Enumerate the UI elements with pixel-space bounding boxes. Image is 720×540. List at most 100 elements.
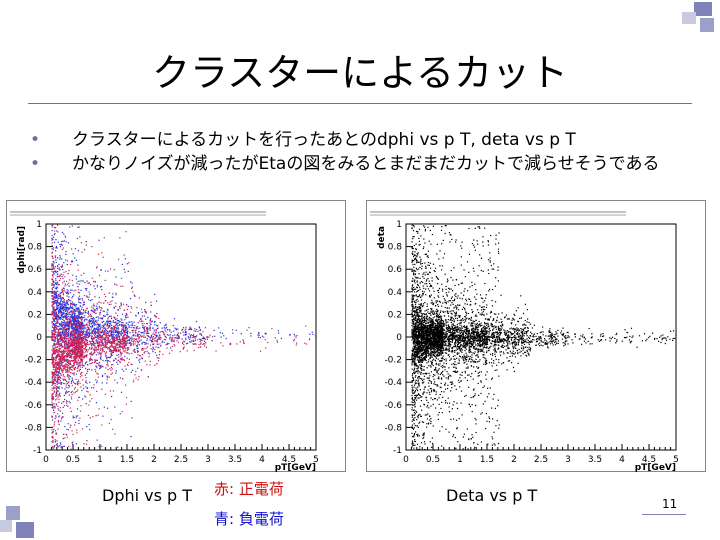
scatter-point [150, 339, 153, 342]
scatter-point [62, 327, 64, 329]
scatter-point [100, 366, 102, 368]
scatter-point [54, 293, 56, 296]
scatter-point [51, 429, 53, 431]
scatter-point [70, 396, 73, 398]
scatter-point [65, 301, 67, 303]
scatter-point [146, 330, 148, 332]
scatter-point [106, 379, 108, 381]
scatter-point [60, 418, 63, 420]
scatter-point [61, 369, 64, 372]
scatter-point [116, 284, 118, 286]
scatter-point [54, 343, 56, 346]
scatter-point [154, 340, 156, 342]
scatter-point [91, 277, 93, 279]
scatter-point [61, 324, 63, 326]
scatter-point [129, 297, 132, 300]
scatter-point [51, 237, 53, 240]
scatter-point [52, 302, 54, 304]
scatter-point [65, 308, 67, 310]
scatter-point [89, 284, 92, 286]
scatter-point [69, 321, 71, 323]
scatter-point [546, 340, 548, 342]
scatter-point [71, 304, 74, 306]
scatter-point [140, 336, 143, 338]
scatter-point [81, 351, 83, 353]
scatter-point [64, 343, 66, 345]
scatter-point [72, 260, 74, 263]
scatter-point [85, 344, 88, 346]
scatter-point [94, 344, 96, 347]
scatter-point [274, 337, 276, 339]
scatter-point [74, 352, 77, 355]
scatter-point [51, 288, 53, 290]
scatter-point [53, 403, 55, 405]
scatter-point [112, 346, 114, 348]
scatter-point [176, 338, 178, 340]
scatter-point [60, 303, 62, 305]
scatter-point [51, 380, 54, 382]
scatter-point [198, 338, 201, 340]
y-tick-label: 0.4 [28, 288, 43, 298]
scatter-point [56, 341, 58, 344]
scatter-point [133, 327, 136, 329]
scatter-point [200, 343, 202, 345]
scatter-point [137, 354, 139, 356]
scatter-point [62, 317, 65, 319]
scatter-point [73, 322, 75, 324]
scatter-point [61, 360, 63, 362]
scatter-point [120, 346, 122, 348]
scatter-point [110, 303, 112, 305]
y-tick-label: -0.2 [24, 356, 42, 366]
scatter-point [91, 362, 94, 364]
scatter-point [88, 327, 90, 329]
scatter-point [100, 286, 102, 288]
scatter-point [66, 358, 68, 360]
scatter-point [55, 279, 57, 282]
scatter-point [64, 351, 66, 353]
scatter-point [144, 310, 146, 313]
scatter-point [172, 340, 174, 342]
scatter-point [126, 329, 128, 331]
scatter-point [96, 439, 98, 441]
scatter-point [70, 344, 72, 346]
scatter-point [78, 329, 80, 331]
scatter-point [80, 274, 82, 276]
scatter-point [52, 396, 54, 398]
scatter-point [82, 312, 84, 314]
scatter-point [214, 335, 216, 337]
scatter-point [73, 363, 75, 365]
scatter-point [74, 359, 76, 361]
scatter-point [115, 292, 117, 294]
scatter-point [190, 327, 192, 329]
scatter-point [110, 334, 113, 337]
scatter-point [153, 329, 155, 331]
scatter-point [96, 327, 98, 329]
scatter-point [68, 327, 70, 329]
scatter-point [80, 346, 82, 348]
scatter-point [165, 323, 167, 325]
scatter-point [51, 441, 53, 443]
scatter-point [83, 343, 86, 346]
scatter-point [78, 314, 80, 316]
scatter-point [51, 295, 54, 297]
scatter-point [62, 354, 64, 356]
scatter-point [60, 360, 62, 362]
scatter-point [458, 339, 460, 341]
scatter-point [117, 346, 119, 349]
scatter-point [64, 359, 66, 361]
scatter-point [126, 328, 129, 330]
scatter-point [117, 350, 119, 352]
scatter-point [112, 333, 115, 335]
scatter-point [67, 313, 69, 316]
scatter-point [85, 331, 87, 333]
scatter-point [263, 336, 265, 338]
scatter-point [59, 348, 62, 350]
scatter-point [81, 389, 83, 392]
scatter-point [164, 334, 166, 336]
scatter-point [62, 292, 64, 294]
scatter-point [66, 329, 68, 331]
scatter-point [109, 323, 112, 325]
scatter-point [97, 340, 99, 343]
scatter-point [62, 382, 65, 385]
scatter-point [53, 313, 55, 315]
